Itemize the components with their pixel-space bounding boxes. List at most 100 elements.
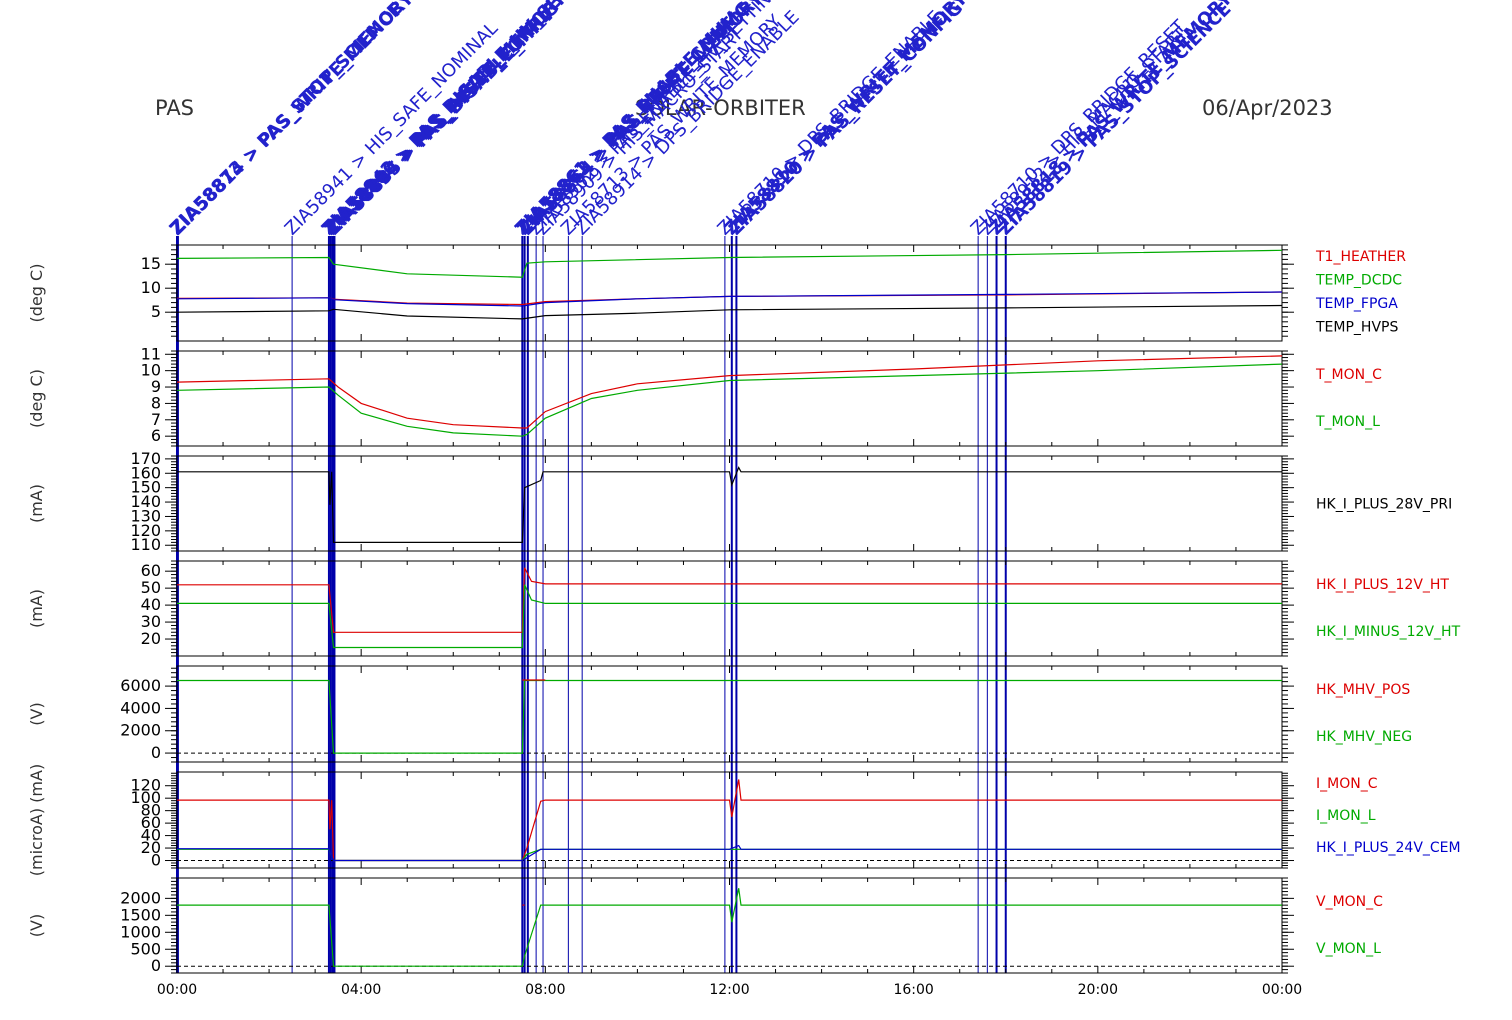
y-tick-label: 9 — [151, 377, 161, 396]
series-hk-i-plus-12v-ht — [177, 567, 1282, 633]
y-tick-label: 120 — [130, 776, 161, 795]
legend-v-mon-l: V_MON_L — [1316, 941, 1381, 957]
y-tick-label: 2000 — [120, 888, 161, 907]
x-tick-label: 12:00 — [709, 982, 749, 998]
y-tick-label: 0 — [151, 956, 161, 975]
y-tick-label: 20 — [141, 838, 161, 857]
y-tick-label: 0 — [151, 743, 161, 762]
y-tick-label: 150 — [130, 478, 161, 497]
y-tick-label: 11 — [141, 344, 161, 363]
y-tick-label: 5 — [151, 302, 161, 321]
series-t-mon-c — [176, 355, 1283, 429]
legend-hk-mhv-neg: HK_MHV_NEG — [1316, 729, 1412, 745]
y-tick-label: 1000 — [120, 922, 161, 941]
y-tick-label: 0 — [151, 851, 161, 870]
y-tick-label: 40 — [141, 826, 161, 845]
panel-frame — [176, 877, 1283, 974]
y-tick-label: 15 — [141, 254, 161, 273]
y-tick-label: 4000 — [120, 698, 161, 717]
series-temp-fpga — [176, 291, 1283, 307]
y-tick-label: 100 — [130, 788, 161, 807]
panel-frame — [176, 771, 1283, 869]
legend-hk-i-plus-12v-ht: HK_I_PLUS_12V_HT — [1316, 577, 1449, 593]
x-tick-label: 00:00 — [1262, 982, 1302, 998]
y-tick-label: 140 — [130, 492, 161, 511]
y-tick-label: 7 — [151, 410, 161, 429]
x-tick-label: 20:00 — [1078, 982, 1118, 998]
y-tick-label: 40 — [141, 595, 161, 614]
series-i-mon-c — [177, 779, 1282, 862]
x-tick-label: 16:00 — [893, 982, 933, 998]
y-axis-label: (mA) — [27, 589, 46, 628]
series-hk-i-minus-12v-ht — [177, 584, 1282, 649]
y-tick-label: 1500 — [120, 905, 161, 924]
y-axis-label: (deg C) — [27, 369, 46, 428]
series-i-mon-l — [177, 848, 1282, 862]
y-tick-label: 6000 — [120, 676, 161, 695]
legend-hk-i-plus-28v-pri: HK_I_PLUS_28V_PRI — [1316, 497, 1452, 513]
legend-temp-dcdc: TEMP_DCDC — [1315, 273, 1402, 289]
y-axis-label: (microA) (mA) — [27, 764, 46, 876]
legend-temp-hvps: TEMP_HVPS — [1315, 320, 1398, 336]
y-tick-label: 30 — [141, 612, 161, 631]
legend-temp-fpga: TEMP_FPGA — [1315, 296, 1398, 312]
legend-i-mon-l: I_MON_L — [1316, 808, 1376, 824]
legend-hk-i-minus-12v-ht: HK_I_MINUS_12V_HT — [1316, 624, 1461, 640]
legend-hk-mhv-pos: HK_MHV_POS — [1316, 682, 1410, 698]
event-label: ZIA58814 > PAS_WRITE_MEMORY — [167, 0, 419, 240]
instrument-title: PAS — [155, 96, 195, 120]
event-label: ZIA58941 > HIS_SAFE_NOMINAL — [281, 18, 502, 239]
legend-t1-heather: T1_HEATHER — [1315, 249, 1406, 265]
panel-frame — [176, 455, 1283, 552]
panel-frame — [176, 560, 1283, 657]
legend-v-mon-c: V_MON_C — [1316, 894, 1383, 910]
series-v-mon-l — [177, 888, 1282, 967]
y-tick-label: 20 — [141, 629, 161, 648]
legend-hk-i-plus-24v-cem: HK_I_PLUS_24V_CEM — [1316, 840, 1461, 856]
y-tick-label: 80 — [141, 801, 161, 820]
series-hk-i-plus-28v-pri — [177, 466, 1282, 543]
series-temp-hvps — [176, 304, 1283, 320]
spacecraft-title: SOLAR-ORBITER — [635, 96, 806, 120]
event-label: ZIA58909 > HIS_MACRO_START — [532, 23, 749, 240]
event-label: ZIA58819 > PAS_STOP_SCIENCE — [994, 0, 1235, 240]
series-temp-dcdc — [176, 249, 1283, 278]
y-tick-label: 110 — [130, 535, 161, 554]
y-tick-label: 120 — [130, 521, 161, 540]
y-tick-label: 130 — [130, 506, 161, 525]
y-tick-label: 10 — [141, 361, 161, 380]
legend-t-mon-c: T_MON_C — [1315, 367, 1382, 383]
date-title: 06/Apr/2023 — [1202, 96, 1333, 120]
y-tick-label: 50 — [141, 578, 161, 597]
panel-1: 5 10 15 (deg C) T1_HEATHER TEMP_DCDC TEMP_FPGA… — [27, 244, 1406, 342]
panel-5: 0 2000 4000 6000 (V) HK_MHV_POS HK_MHV_NEG — [27, 665, 1412, 763]
y-tick-label: 160 — [130, 463, 161, 482]
y-axis-label: (V) — [27, 702, 46, 725]
y-tick-label: 60 — [141, 813, 161, 832]
series-t-mon-l — [176, 363, 1283, 437]
legend-t-mon-l: T_MON_L — [1315, 414, 1380, 430]
legend-i-mon-c: I_MON_C — [1316, 776, 1378, 792]
x-tick-label: 04:00 — [341, 982, 381, 998]
y-tick-label: 8 — [151, 393, 161, 412]
y-tick-label: 2000 — [120, 721, 161, 740]
y-tick-label: 6 — [151, 426, 161, 445]
y-axis-label: (V) — [27, 914, 46, 937]
y-tick-label: 10 — [141, 278, 161, 297]
series-hk-i-plus-24v-cem — [177, 844, 1282, 862]
y-axis-label: (deg C) — [27, 264, 46, 323]
y-axis-label: (mA) — [27, 484, 46, 523]
y-tick-label: 60 — [141, 561, 161, 580]
series-hk-mhv-neg — [177, 679, 1282, 754]
x-tick-label: 08:00 — [525, 982, 565, 998]
y-tick-label: 500 — [130, 939, 161, 958]
y-tick-label: 170 — [130, 449, 161, 468]
x-tick-label: 00:00 — [157, 982, 197, 998]
